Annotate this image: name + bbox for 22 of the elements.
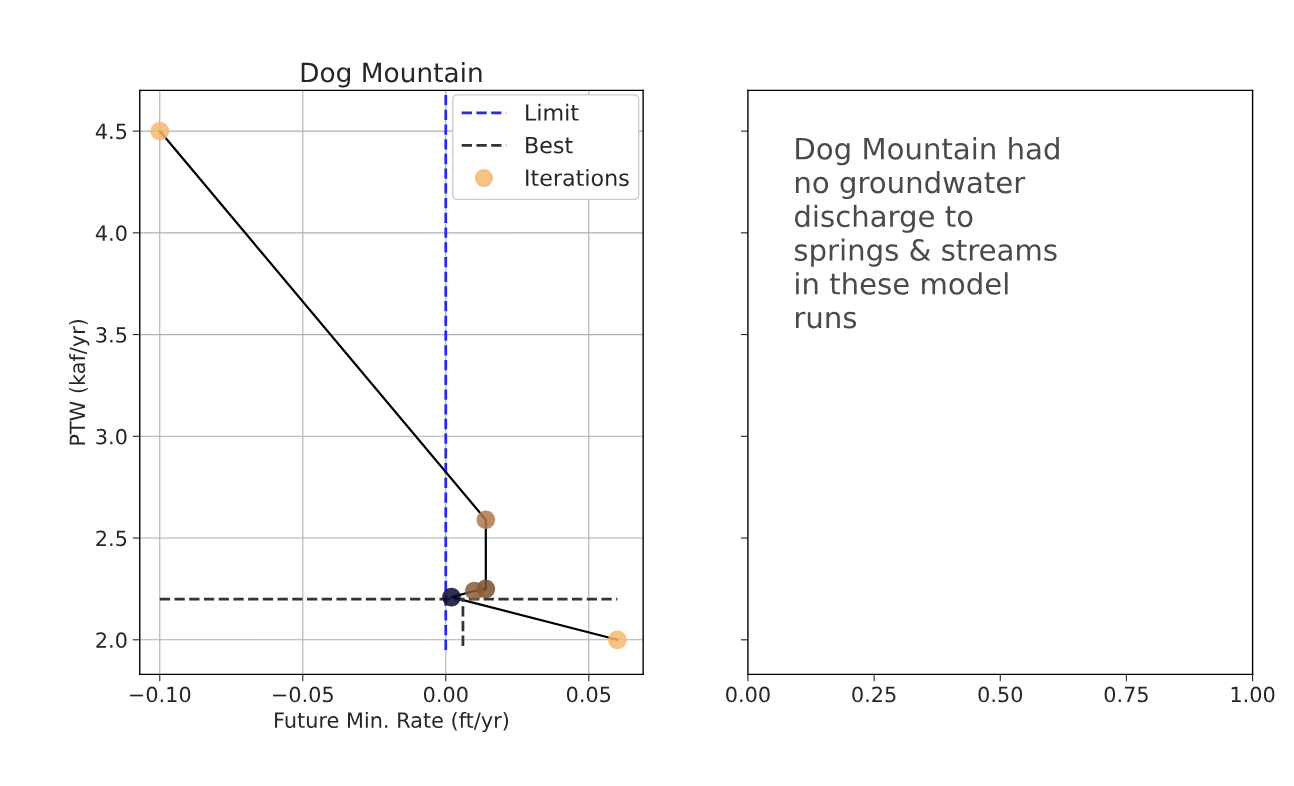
- y-tick-label: 3.0: [96, 428, 127, 445]
- legend-label: Best: [526, 137, 573, 154]
- x-tick-label: 0.05: [566, 686, 611, 703]
- y-tick-label: 2.0: [96, 632, 127, 649]
- x-tick-label: 0.75: [1104, 686, 1148, 703]
- x-tick-label: 1.00: [1231, 686, 1275, 703]
- x-tick-label: 0.50: [978, 686, 1023, 703]
- x-tick-label: −0.05: [273, 686, 333, 703]
- x-tick-label: −0.10: [130, 686, 191, 703]
- annotation: Dog Mountain had no groundwater discharge to springs & streams in these model runs: [794, 137, 1059, 329]
- legend-label: Limit: [526, 103, 579, 121]
- y-axis-title: PTW (kaf/yr): [69, 319, 90, 445]
- x-tick-label: 0.25: [852, 686, 896, 703]
- x-tick-label: 0.00: [423, 686, 468, 703]
- y-tick-label: 3.5: [96, 327, 127, 343]
- chart-title: Dog Mountain: [301, 62, 482, 88]
- y-tick-label: 4.5: [95, 123, 127, 140]
- x-tick-label: 0.00: [726, 686, 770, 703]
- x-axis-title: Future Min. Rate (ft/yr): [275, 711, 509, 733]
- legend-label: Iterations: [526, 168, 629, 187]
- y-tick-label: 4.0: [95, 225, 127, 242]
- y-tick-label: 2.5: [96, 530, 127, 547]
